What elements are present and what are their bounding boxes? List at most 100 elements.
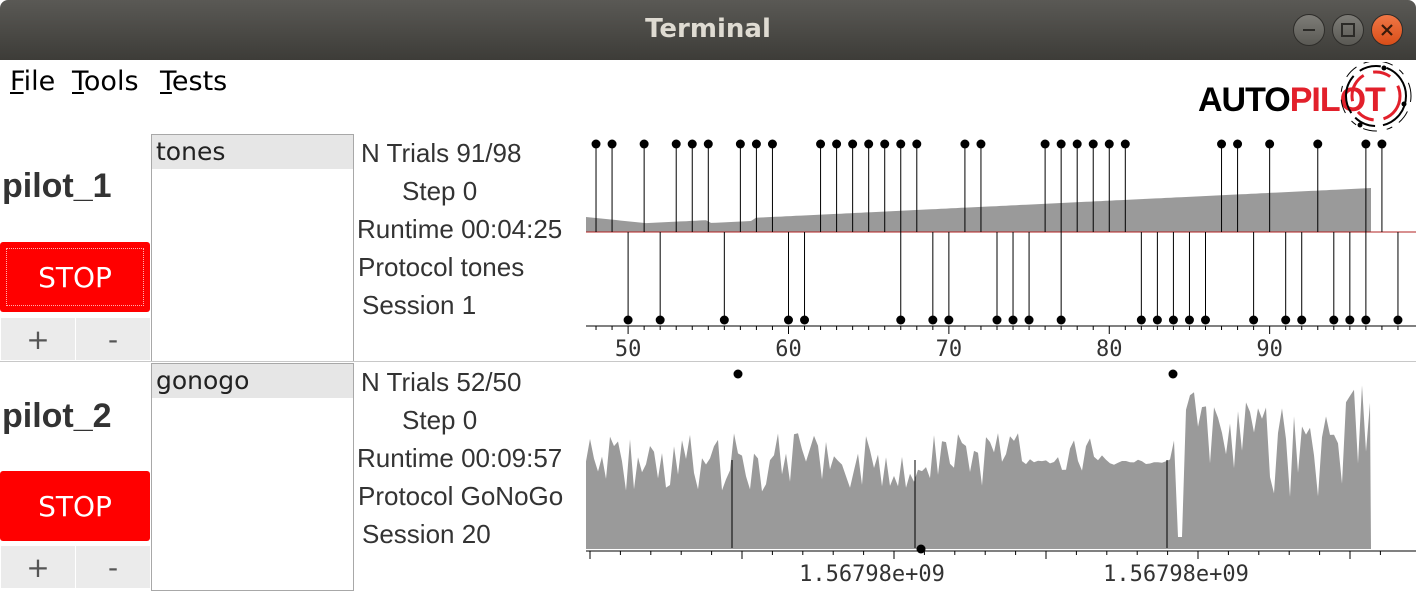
protocol-list[interactable]: tones xyxy=(151,134,354,362)
add-button[interactable]: + xyxy=(1,546,75,588)
trial-point xyxy=(1169,316,1178,325)
menu-file[interactable]: File xyxy=(10,66,55,97)
window-title: Terminal xyxy=(0,14,1416,44)
trial-point xyxy=(1169,370,1178,379)
trial-point xyxy=(720,316,729,325)
trial-point xyxy=(848,140,857,149)
runtime-value: 00:09:57 xyxy=(461,443,562,473)
trial-point xyxy=(624,316,633,325)
pilot-name: pilot_1 xyxy=(2,167,112,206)
n-trials: N Trials 91/98 xyxy=(361,138,521,169)
trial-point xyxy=(736,140,745,149)
protocol-label: Protocol xyxy=(358,252,453,282)
session-label: Session xyxy=(362,519,455,549)
protocol: Protocol GoNoGo xyxy=(358,481,563,512)
trial-point xyxy=(1361,140,1370,149)
menu-tests-rest: ests xyxy=(172,66,227,97)
performance-area xyxy=(586,188,1371,232)
runtime-label: Runtime xyxy=(357,214,454,244)
trial-point xyxy=(672,140,681,149)
maximize-icon xyxy=(1340,22,1356,38)
trial-point xyxy=(1281,316,1290,325)
maximize-button[interactable] xyxy=(1332,14,1364,46)
x-tick-label: 70 xyxy=(936,337,963,360)
n-trials: N Trials 52/50 xyxy=(361,367,521,398)
protocol-item[interactable]: gonogo xyxy=(152,364,353,398)
menu-tools-rest: ools xyxy=(84,66,139,97)
protocol-label: Protocol xyxy=(358,481,453,511)
n-trials-label: N Trials xyxy=(361,367,449,397)
trial-point xyxy=(1361,316,1370,325)
x-tick-label: 90 xyxy=(1256,337,1283,360)
runtime-label: Runtime xyxy=(357,443,454,473)
trial-point xyxy=(1057,316,1066,325)
add-button[interactable]: + xyxy=(1,318,75,360)
performance-area xyxy=(586,385,1371,549)
window-titlebar: Terminal xyxy=(0,0,1416,60)
remove-button[interactable]: - xyxy=(76,318,150,360)
trial-point xyxy=(1265,140,1274,149)
session-value: 1 xyxy=(462,290,476,320)
n-trials-label: N Trials xyxy=(361,138,449,168)
trial-point xyxy=(1345,316,1354,325)
trial-point xyxy=(752,140,761,149)
runtime-value: 00:04:25 xyxy=(461,214,562,244)
session-value: 20 xyxy=(462,519,491,549)
trial-point xyxy=(1121,140,1130,149)
protocol: Protocol tones xyxy=(358,252,524,283)
stop-button[interactable]: STOP xyxy=(0,242,150,312)
trial-point xyxy=(992,316,1001,325)
trial-point xyxy=(1041,140,1050,149)
trial-point xyxy=(1105,140,1114,149)
remove-button[interactable]: - xyxy=(76,546,150,588)
trial-plot: 1.56798e+09 1.56798e+09 xyxy=(586,362,1416,590)
trial-point xyxy=(608,140,617,149)
close-icon xyxy=(1379,22,1395,38)
x-tick-label: 50 xyxy=(615,337,642,360)
trial-point xyxy=(832,140,841,149)
close-button[interactable] xyxy=(1371,14,1403,46)
trial-point xyxy=(704,140,713,149)
trial-point xyxy=(1089,140,1098,149)
minimize-icon xyxy=(1302,23,1316,37)
protocol-value: GoNoGo xyxy=(461,481,564,511)
menu-tools[interactable]: Tools xyxy=(72,66,139,97)
runtime: Runtime 00:09:57 xyxy=(357,443,562,474)
step: Step 0 xyxy=(402,176,477,207)
trial-point xyxy=(912,140,921,149)
session-label: Session xyxy=(362,290,455,320)
x-tick-label: 1.56798e+09 xyxy=(799,562,945,587)
trial-point xyxy=(1233,140,1242,149)
autopilot-logo: AUTOPILOT xyxy=(1196,62,1416,134)
n-trials-value: 52/50 xyxy=(456,367,521,397)
protocol-list[interactable]: gonogo xyxy=(151,363,354,591)
x-tick-label: 60 xyxy=(775,337,802,360)
trial-point xyxy=(800,316,809,325)
trial-point xyxy=(640,140,649,149)
trial-point xyxy=(928,316,937,325)
trial-point xyxy=(1297,316,1306,325)
trial-point xyxy=(896,316,905,325)
protocol-value: tones xyxy=(461,252,525,282)
trial-point xyxy=(1137,316,1146,325)
step-value: 0 xyxy=(463,405,477,435)
minimize-button[interactable] xyxy=(1293,14,1325,46)
trial-point xyxy=(976,140,985,149)
trial-point xyxy=(960,140,969,149)
trial-point xyxy=(864,140,873,149)
pilot-2-plot: 1.56798e+09 1.56798e+09 xyxy=(586,362,1416,590)
trial-point xyxy=(592,140,601,149)
protocol-item[interactable]: tones xyxy=(152,135,353,169)
trial-point xyxy=(816,140,825,149)
menu-tests[interactable]: Tests xyxy=(160,66,227,97)
session: Session 20 xyxy=(362,519,491,550)
x-tick-label: 80 xyxy=(1096,337,1123,360)
n-trials-value: 91/98 xyxy=(456,138,521,168)
trial-point xyxy=(656,316,665,325)
stop-button[interactable]: STOP xyxy=(0,471,150,541)
trial-point xyxy=(1329,316,1338,325)
trial-point xyxy=(944,316,953,325)
menu-file-accel: F xyxy=(10,66,24,97)
menu-tools-accel: T xyxy=(72,66,84,97)
trial-point xyxy=(784,316,793,325)
